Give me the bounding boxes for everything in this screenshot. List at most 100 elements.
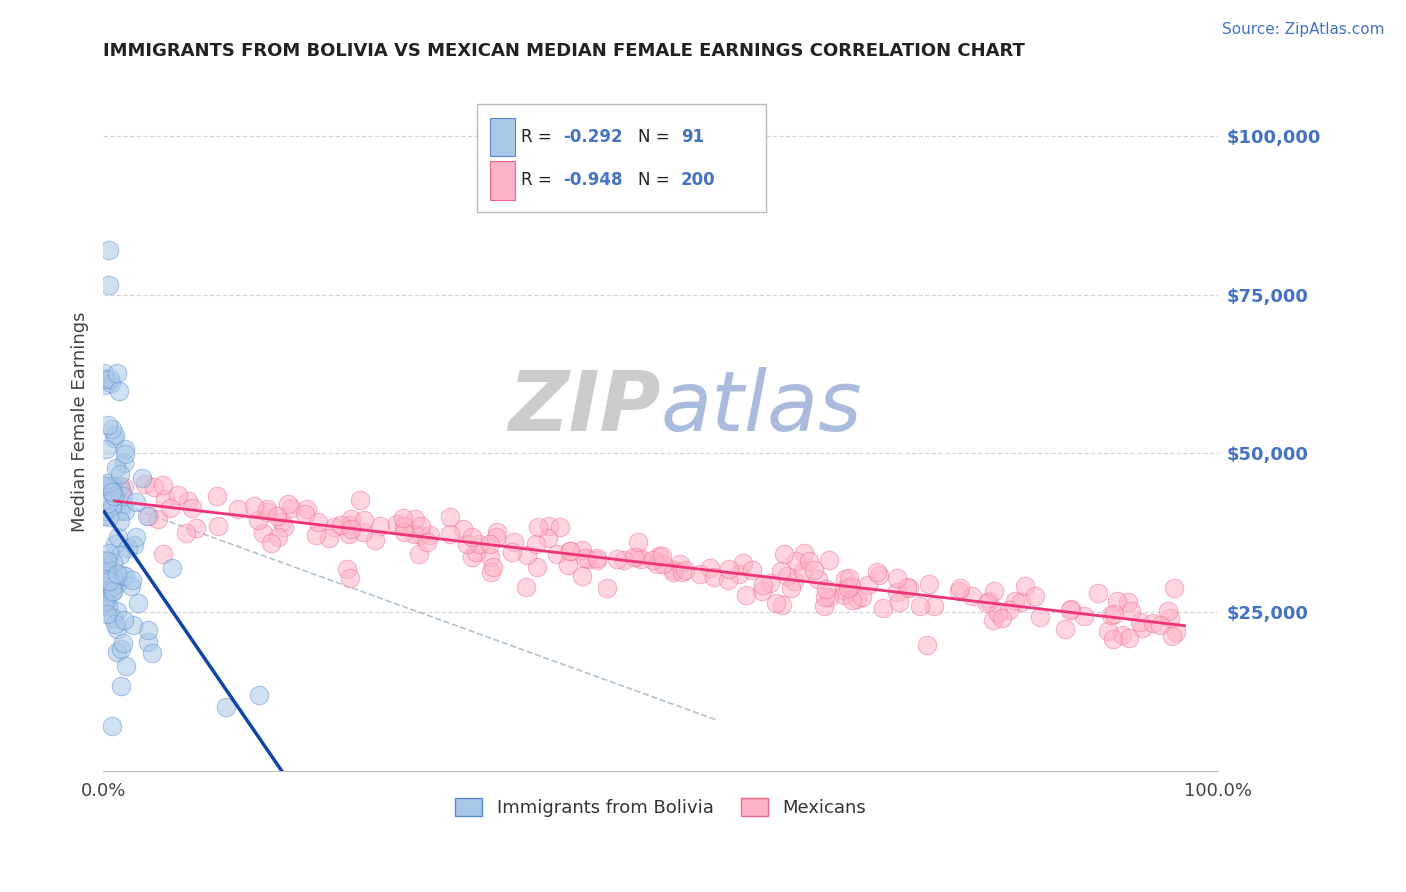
Point — [266, 509, 288, 524]
Point — [93, 598, 115, 612]
Point — [807, 572, 830, 586]
Point — [364, 533, 387, 547]
Text: -0.292: -0.292 — [564, 128, 623, 146]
Point — [546, 547, 568, 561]
Point — [114, 446, 136, 460]
Point — [97, 417, 120, 432]
Point — [699, 561, 721, 575]
Point — [277, 497, 299, 511]
Text: Source: ZipAtlas.com: Source: ZipAtlas.com — [1222, 22, 1385, 37]
Point — [1116, 595, 1139, 609]
Point — [626, 534, 648, 549]
Point — [295, 502, 318, 516]
Point — [858, 577, 880, 591]
Point — [409, 527, 432, 541]
Point — [136, 635, 159, 649]
Point — [502, 544, 524, 558]
Point — [394, 525, 416, 540]
Point — [623, 549, 645, 564]
Point — [392, 511, 415, 525]
Point — [751, 578, 773, 592]
Point — [1059, 603, 1081, 617]
Point — [1157, 604, 1180, 618]
Point — [526, 559, 548, 574]
Point — [886, 585, 908, 599]
Point — [404, 511, 426, 525]
Point — [349, 492, 371, 507]
Point — [93, 508, 115, 523]
Point — [94, 560, 117, 574]
Point — [537, 531, 560, 545]
Point — [336, 562, 359, 576]
Point — [1097, 624, 1119, 639]
Point — [142, 480, 165, 494]
Point — [307, 515, 329, 529]
Point — [898, 581, 921, 595]
Point — [101, 580, 124, 594]
Point — [515, 580, 537, 594]
Point — [152, 477, 174, 491]
Point — [793, 545, 815, 559]
Point — [101, 719, 124, 733]
Point — [125, 495, 148, 509]
Point — [112, 456, 135, 470]
Point — [1132, 622, 1154, 636]
Point — [983, 583, 1005, 598]
Point — [104, 537, 127, 551]
Point — [1105, 593, 1128, 607]
Point — [146, 512, 169, 526]
Point — [141, 646, 163, 660]
Point — [329, 518, 352, 533]
Point — [339, 526, 361, 541]
Point — [439, 509, 461, 524]
Point — [571, 569, 593, 583]
Point — [96, 442, 118, 456]
Point — [100, 376, 122, 391]
Point — [647, 557, 669, 571]
Point — [247, 513, 270, 527]
Point — [576, 552, 599, 566]
Point — [550, 520, 572, 534]
Point — [112, 480, 135, 494]
Point — [626, 549, 648, 564]
Point — [461, 549, 484, 564]
Point — [105, 576, 128, 591]
Point — [1029, 610, 1052, 624]
Point — [110, 478, 132, 492]
Point — [108, 467, 131, 481]
Point — [558, 544, 581, 558]
Point — [718, 562, 741, 576]
Point — [131, 471, 153, 485]
Point — [886, 571, 908, 585]
Point — [318, 531, 340, 545]
Point — [110, 483, 132, 498]
Point — [1024, 589, 1046, 603]
Point — [671, 566, 693, 580]
Point — [908, 599, 931, 613]
Point — [1149, 618, 1171, 632]
Point — [915, 638, 938, 652]
Point — [613, 553, 636, 567]
Point — [839, 579, 862, 593]
Point — [181, 501, 204, 516]
Point — [120, 579, 142, 593]
Point — [818, 552, 841, 566]
Point — [111, 489, 134, 503]
Text: R =: R = — [522, 171, 557, 189]
Point — [461, 530, 484, 544]
Point — [215, 700, 238, 714]
Point — [97, 243, 120, 257]
Point — [110, 497, 132, 511]
Point — [101, 498, 124, 512]
Point — [121, 573, 143, 587]
Point — [516, 548, 538, 562]
Point — [353, 513, 375, 527]
Point — [1054, 622, 1077, 636]
Point — [394, 519, 416, 533]
Point — [456, 537, 478, 551]
Point — [112, 613, 135, 627]
Point — [260, 535, 283, 549]
Point — [557, 558, 579, 573]
Point — [468, 537, 491, 551]
Text: atlas: atlas — [661, 368, 862, 448]
